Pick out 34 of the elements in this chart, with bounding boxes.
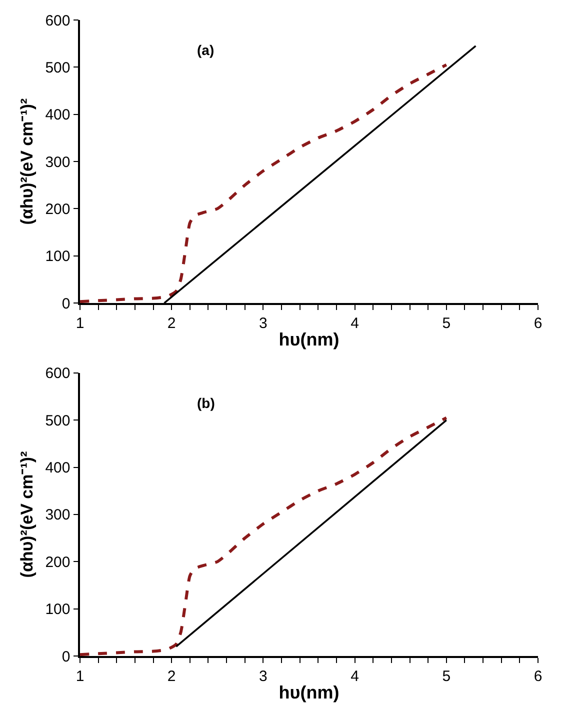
y-tick-label: 500 (45, 412, 70, 430)
y-tick-label: 0 (62, 648, 70, 666)
x-tick-label: 5 (442, 314, 451, 332)
y-tick-label: 400 (45, 460, 70, 477)
x-axis-title: hυ(nm) (278, 682, 340, 702)
line-series (80, 416, 448, 656)
x-tick-label: 6 (534, 668, 542, 685)
y-tick-label: 600 (45, 12, 70, 30)
y-tick-label: 600 (45, 365, 70, 382)
x-tick-label: 2 (167, 314, 176, 332)
y-tick-label: 300 (45, 506, 70, 524)
y-tick-label: 100 (45, 248, 70, 266)
x-tick-label: 3 (259, 314, 268, 332)
x-tick-label: 6 (534, 314, 542, 332)
x-tick-label: 1 (76, 314, 84, 332)
y-tick-label: 200 (45, 200, 70, 218)
y-tick-label: 500 (45, 59, 70, 76)
line-series (80, 63, 448, 304)
y-tick-label: 200 (45, 554, 70, 571)
y-axis-title: (αhυ)²(eV cm⁻¹)² (17, 98, 36, 225)
y-axis-title: (αhυ)²(eV cm⁻¹)² (17, 450, 36, 578)
annotation: (b) (197, 395, 215, 411)
y-tick-label: 100 (45, 601, 70, 618)
y-tick-label: 0 (62, 295, 70, 312)
annotation: (a) (197, 42, 214, 58)
x-tick-label: 5 (442, 668, 451, 685)
y-tick-label: 300 (45, 154, 70, 171)
y-tick-label: 400 (45, 106, 70, 124)
x-tick-label: 4 (350, 668, 359, 685)
x-axis-title: hυ(nm) (278, 329, 340, 350)
x-tick-label: 1 (76, 668, 84, 685)
x-tick-label: 4 (350, 314, 359, 332)
x-tick-label: 2 (167, 668, 176, 685)
x-tick-label: 3 (259, 668, 268, 685)
